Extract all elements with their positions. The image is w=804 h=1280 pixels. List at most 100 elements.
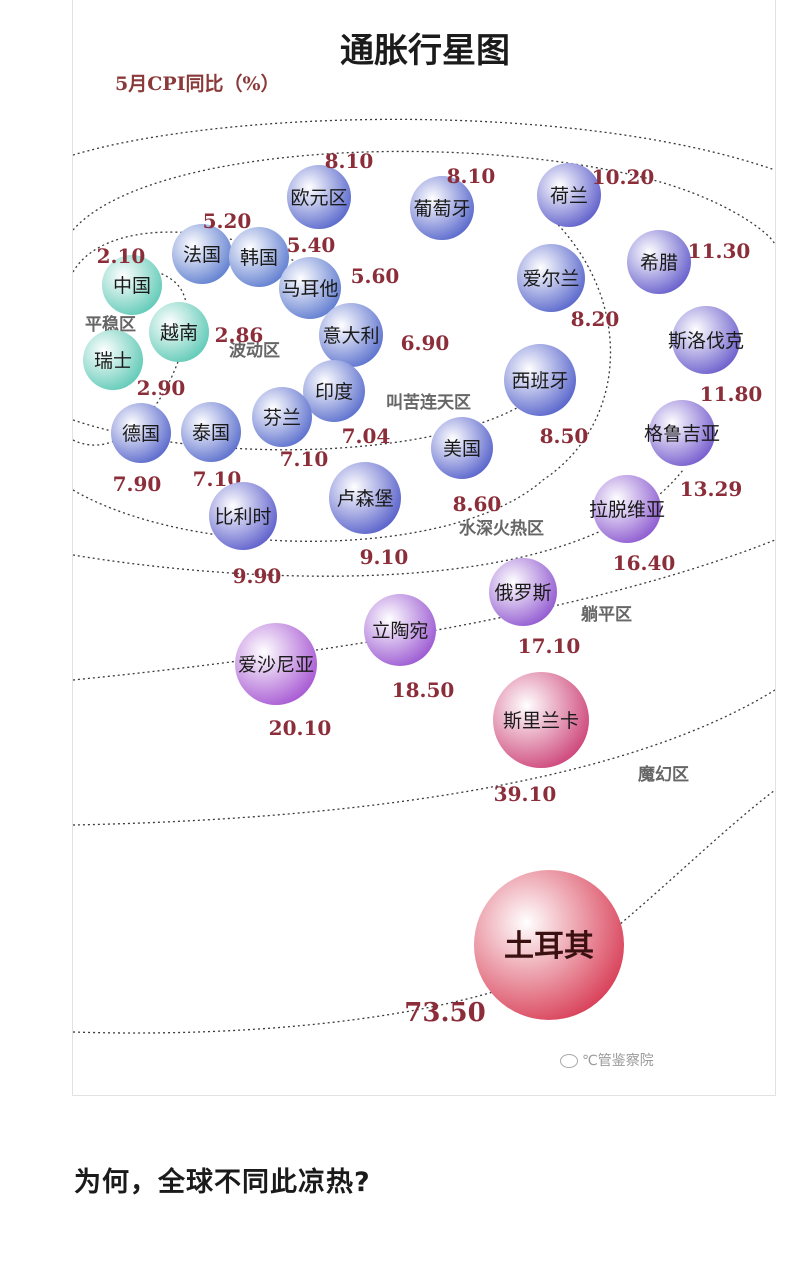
cpi-value-label: 16.40 <box>613 551 676 575</box>
cpi-value-label: 73.50 <box>404 998 485 1028</box>
cpi-value-label: 18.50 <box>392 678 455 702</box>
cpi-value-label: 11.80 <box>700 382 763 406</box>
planet-bubble <box>517 244 585 312</box>
country-label: 韩国 <box>240 247 278 269</box>
zone-label: 叫苦连天区 <box>386 392 471 413</box>
planet-bubble <box>235 623 317 705</box>
country-label: 拉脱维亚 <box>589 499 665 521</box>
planet-bubble <box>319 303 383 367</box>
country-label: 欧元区 <box>290 187 347 209</box>
planet-bubble <box>111 403 171 463</box>
watermark: ℃管鉴察院 <box>560 1050 654 1070</box>
zone-label: 魔幻区 <box>638 764 689 785</box>
country-label: 立陶宛 <box>371 620 428 642</box>
cpi-value-label: 2.10 <box>97 244 146 268</box>
country-label: 法国 <box>183 244 221 266</box>
country-label: 俄罗斯 <box>494 582 551 604</box>
cpi-value-label: 17.10 <box>518 634 581 658</box>
cpi-value-label: 20.10 <box>269 716 332 740</box>
cpi-value-label: 8.20 <box>571 307 620 331</box>
zone-label: 平稳区 <box>85 314 136 335</box>
orbit-line <box>73 689 775 826</box>
country-label: 芬兰 <box>263 407 301 429</box>
planet-bubble <box>504 344 576 416</box>
chart-subtitle: 5月CPI同比（%） <box>115 72 280 95</box>
country-label: 意大利 <box>322 325 379 347</box>
cpi-value-label: 2.86 <box>215 323 264 347</box>
cpi-value-label: 10.20 <box>592 165 655 189</box>
planet-bubble <box>364 594 436 666</box>
chart-title: 通胀行星图 <box>340 31 510 71</box>
watermark-text: ℃管鉴察院 <box>582 1053 654 1069</box>
cpi-value-label: 8.60 <box>453 492 502 516</box>
planet-bubble <box>672 306 740 374</box>
article-caption: 为何，全球不同此凉热? <box>74 1167 371 1198</box>
cpi-value-label: 11.30 <box>688 239 751 263</box>
planet-bubble <box>410 176 474 240</box>
planet-bubble <box>489 558 557 626</box>
country-label: 瑞士 <box>94 350 132 372</box>
country-label: 印度 <box>315 381 353 403</box>
cpi-value-label: 7.04 <box>342 424 391 448</box>
country-label: 美国 <box>443 438 481 460</box>
country-label: 斯里兰卡 <box>503 710 579 732</box>
country-label: 德国 <box>122 423 160 445</box>
planet-bubble <box>172 224 232 284</box>
cpi-value-label: 6.90 <box>401 331 450 355</box>
planet-bubble <box>149 302 209 362</box>
country-label: 西班牙 <box>511 370 568 392</box>
cpi-value-label: 5.60 <box>351 264 400 288</box>
cpi-value-label: 13.29 <box>680 477 743 501</box>
country-label: 卢森堡 <box>336 488 393 510</box>
orbit-lines <box>73 118 775 1034</box>
country-label: 土耳其 <box>504 929 594 964</box>
planet-bubble <box>279 257 341 319</box>
zone-label: 波动区 <box>229 340 280 361</box>
planet-bubble <box>593 475 661 543</box>
country-label: 中国 <box>113 275 151 297</box>
cpi-value-label: 8.10 <box>325 149 374 173</box>
zone-label: 躺平区 <box>581 604 632 625</box>
orbit-line <box>73 231 304 273</box>
planet-bubble <box>209 482 277 550</box>
cpi-value-label: 2.90 <box>137 376 186 400</box>
cpi-value-label: 7.10 <box>280 447 329 471</box>
orbit-line <box>73 789 775 1034</box>
country-label: 比利时 <box>214 506 271 528</box>
planet-bubble <box>252 387 312 447</box>
cpi-value-label: 9.90 <box>233 564 282 588</box>
inflation-planet-chart: 通胀行星图 5月CPI同比（%） 平稳区波动区叫苦连天区水深火热区躺平区魔幻区 … <box>73 31 775 1034</box>
cpi-value-label: 5.40 <box>287 233 336 257</box>
country-label: 泰国 <box>192 422 230 444</box>
orbit-line <box>73 150 775 246</box>
planet-bubble <box>474 870 624 1020</box>
chart-card: 通胀行星图 5月CPI同比（%） 平稳区 波动区 叫苦连天区 水深火热区 躺平区 魔幻区 … <box>72 0 776 1096</box>
planet-bubble <box>287 165 351 229</box>
planet-bubble <box>431 417 493 479</box>
planet-bubble <box>181 402 241 462</box>
cpi-value-label: 7.90 <box>113 472 162 496</box>
planet-bubble <box>229 227 289 287</box>
orbit-line <box>73 209 611 542</box>
planet-bubble <box>627 230 691 294</box>
cpi-value-label: 8.50 <box>540 424 589 448</box>
planet-bubble <box>102 255 162 315</box>
country-label: 爱沙尼亚 <box>238 654 314 676</box>
country-label: 格鲁吉亚 <box>644 423 720 445</box>
country-label: 葡萄牙 <box>413 198 470 220</box>
zone-label: 水深火热区 <box>459 518 544 539</box>
orbit-line <box>73 539 775 681</box>
cpi-value-label: 9.10 <box>360 545 409 569</box>
wechat-icon <box>560 1054 578 1068</box>
country-label: 马耳他 <box>281 278 338 300</box>
orbit-line <box>73 469 684 577</box>
country-label: 斯洛伐克 <box>668 330 744 352</box>
planet-bubble <box>537 163 601 227</box>
orbit-line <box>73 118 775 171</box>
planet-bubble <box>303 360 365 422</box>
country-label: 越南 <box>160 322 198 344</box>
planet-bubble <box>83 330 143 390</box>
cpi-value-label: 8.10 <box>447 164 496 188</box>
